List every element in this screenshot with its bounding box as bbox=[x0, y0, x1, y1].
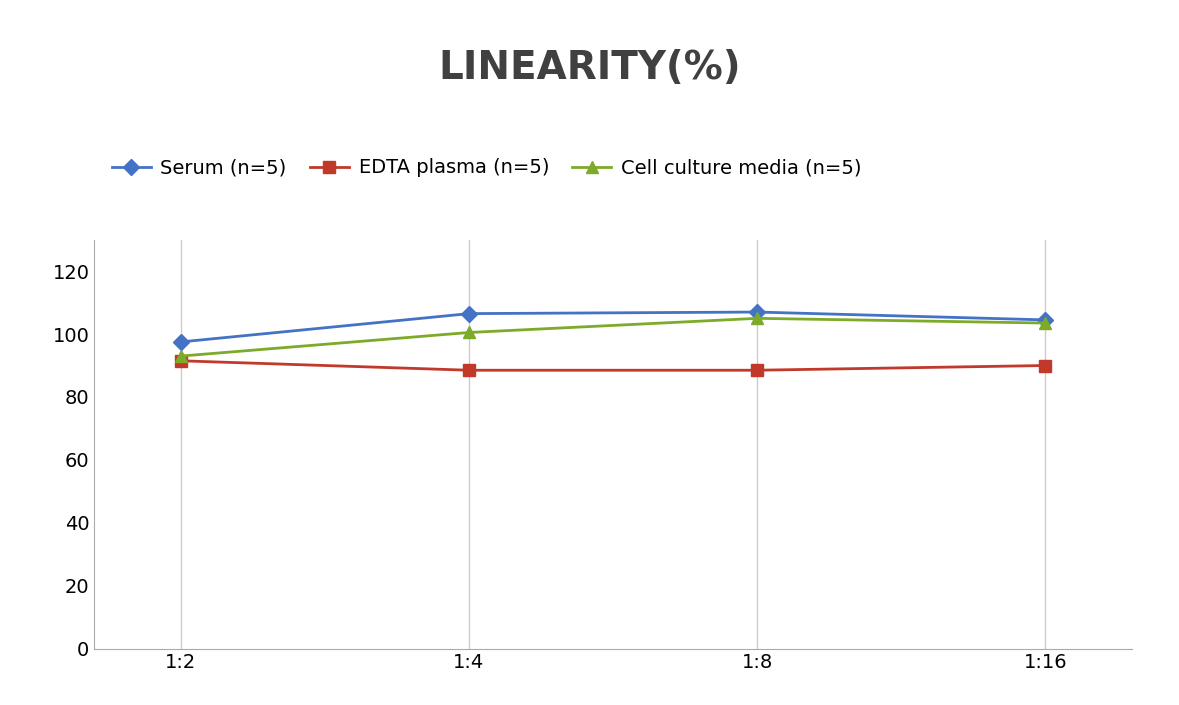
Cell culture media (n=5) bbox=[173, 352, 187, 360]
Serum (n=5) bbox=[173, 338, 187, 346]
Serum (n=5) bbox=[1039, 316, 1053, 324]
Line: EDTA plasma (n=5): EDTA plasma (n=5) bbox=[176, 355, 1050, 376]
EDTA plasma (n=5) bbox=[462, 366, 476, 374]
Line: Cell culture media (n=5): Cell culture media (n=5) bbox=[174, 312, 1052, 362]
Cell culture media (n=5) bbox=[750, 314, 764, 323]
EDTA plasma (n=5) bbox=[173, 357, 187, 365]
Legend: Serum (n=5), EDTA plasma (n=5), Cell culture media (n=5): Serum (n=5), EDTA plasma (n=5), Cell cul… bbox=[104, 151, 869, 185]
Line: Serum (n=5): Serum (n=5) bbox=[176, 307, 1050, 348]
Text: LINEARITY(%): LINEARITY(%) bbox=[439, 49, 740, 87]
Serum (n=5) bbox=[462, 309, 476, 318]
Serum (n=5) bbox=[750, 308, 764, 317]
EDTA plasma (n=5) bbox=[750, 366, 764, 374]
Cell culture media (n=5) bbox=[1039, 319, 1053, 327]
Cell culture media (n=5) bbox=[462, 329, 476, 337]
EDTA plasma (n=5) bbox=[1039, 361, 1053, 369]
